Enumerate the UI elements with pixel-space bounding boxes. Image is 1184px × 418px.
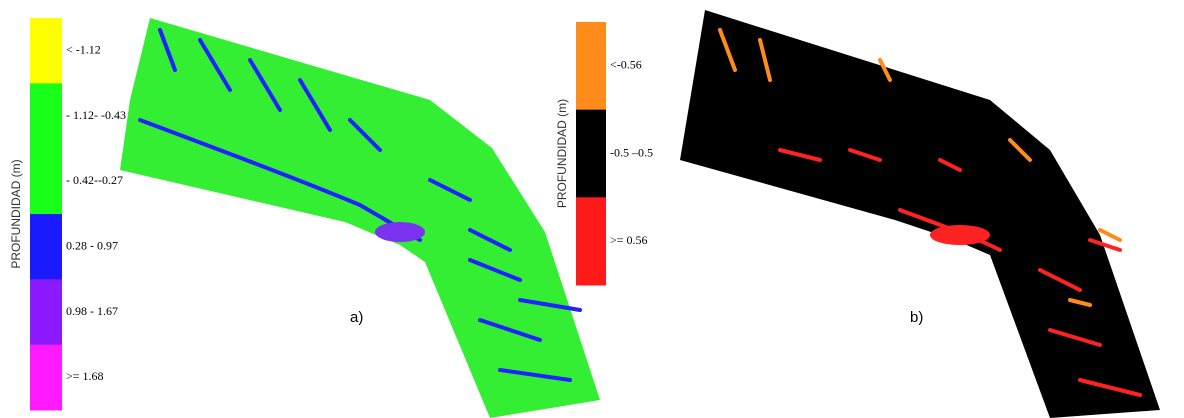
map-a	[120, 18, 600, 418]
legend-label: - 0.42--0.27	[66, 173, 123, 187]
legend-label: -0.5 –0.5	[610, 145, 653, 159]
legend-swatch	[30, 149, 62, 215]
legend-swatch	[30, 83, 62, 149]
legend-swatch	[576, 197, 606, 285]
legend-swatch	[30, 345, 62, 411]
legend-swatch	[30, 18, 62, 84]
legend-label: >= 0.56	[610, 233, 648, 247]
legend-title: PROFUNDIDAD (m)	[555, 99, 569, 208]
legend-swatch	[30, 214, 62, 280]
panel-label: b)	[910, 309, 923, 326]
legend-label: <-0.56	[610, 58, 642, 72]
legend-title: PROFUNDIDAD (m)	[9, 159, 23, 268]
legend-swatch	[576, 110, 606, 198]
legend-label: 0.98 - 1.67	[66, 304, 118, 318]
legend-swatch	[30, 279, 62, 345]
legend-label: - 1.12- -0.43	[66, 108, 126, 122]
figure: < -1.12 - 1.12- -0.43 - 0.42--0.27 0.28 - 0…	[0, 0, 1184, 418]
map-b	[680, 10, 1160, 418]
legend-swatch	[576, 22, 606, 110]
legend-label: 0.28 - 0.97	[66, 238, 118, 252]
legend-label: < -1.12	[66, 42, 101, 56]
panel-label: a)	[350, 309, 363, 326]
legend-label: >= 1.68	[66, 369, 104, 383]
